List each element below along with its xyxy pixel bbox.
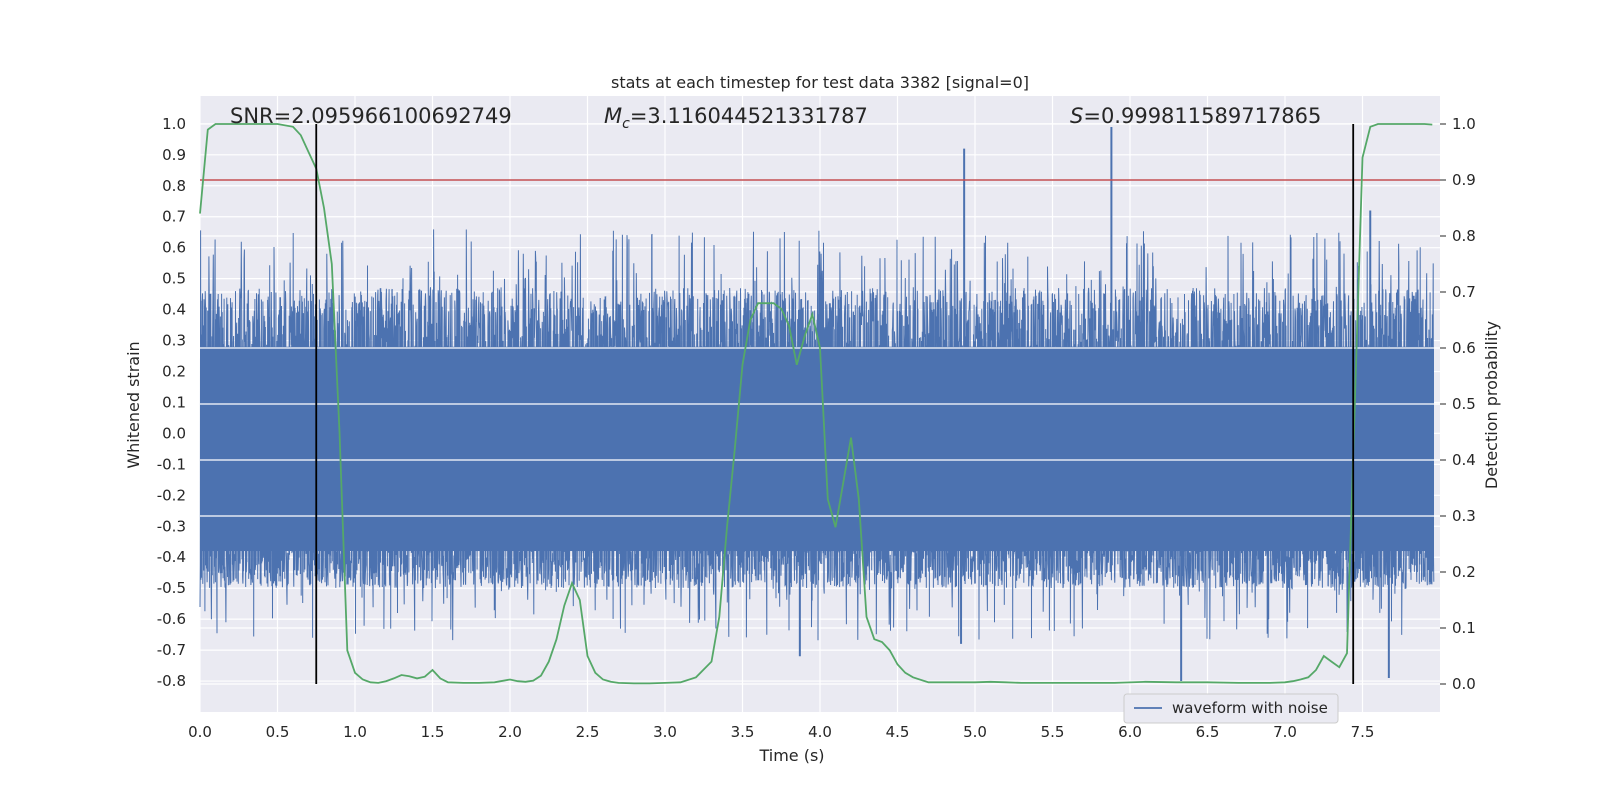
y-axis-label: Whitened strain (124, 341, 143, 468)
legend: waveform with noise (1123, 693, 1339, 724)
chirp-mass-subscript: c (622, 116, 630, 132)
y-tick-label: 0.7 (162, 208, 186, 226)
chirp-mass-annotation: Mc=3.116044521331787 (604, 104, 868, 132)
x-tick-label: 0.5 (266, 723, 290, 741)
x-tick-label: 2.5 (576, 723, 600, 741)
y2-tick-label: 0.6 (1452, 339, 1476, 357)
y-tick-label: -0.5 (157, 579, 186, 597)
x-tick-label: 3.5 (731, 723, 755, 741)
y2-tick-label: 0.3 (1452, 507, 1476, 525)
legend-box (1123, 693, 1339, 724)
x-tick-label: 5.0 (963, 723, 987, 741)
y-tick-label: -0.2 (157, 486, 186, 504)
y2-tick-label: 0.5 (1452, 395, 1476, 413)
s-annotation: S=0.999811589717865 (1070, 104, 1321, 128)
legend-label: waveform with noise (1172, 699, 1328, 717)
x-tick-label: 2.0 (498, 723, 522, 741)
y-tick-label: 0.3 (162, 332, 186, 350)
x-tick-label: 1.5 (421, 723, 445, 741)
snr-annotation: SNR=2.095966100692749 (230, 104, 512, 128)
y2-tick-label: 0.7 (1452, 283, 1476, 301)
y-tick-label: 0.4 (162, 301, 186, 319)
chirp-mass-value: =3.116044521331787 (630, 104, 868, 128)
y-tick-label: 0.0 (162, 424, 186, 442)
s-symbol: S (1070, 104, 1083, 128)
y2-tick-label: 1.0 (1452, 115, 1476, 133)
chart-title: stats at each timestep for test data 338… (611, 73, 1029, 92)
x-tick-label: 6.0 (1118, 723, 1142, 741)
y-tick-label: 0.1 (162, 393, 186, 411)
x-tick-label: 4.0 (808, 723, 832, 741)
y-tick-label: 0.8 (162, 177, 186, 195)
x-tick-label: 7.0 (1273, 723, 1297, 741)
y-tick-label: -0.1 (157, 455, 186, 473)
detection-probability-line (199, 123, 1433, 685)
x-tick-label: 4.5 (886, 723, 910, 741)
x-tick-label: 7.5 (1351, 723, 1375, 741)
y-tick-label: 0.5 (162, 270, 186, 288)
x-tick-label: 6.5 (1196, 723, 1220, 741)
x-tick-label: 5.5 (1041, 723, 1065, 741)
y2-axis-label: Detection probability (1482, 321, 1501, 489)
y2-tick-label: 0.2 (1452, 563, 1476, 581)
x-tick-label: 1.0 (343, 723, 367, 741)
y-tick-label: -0.4 (157, 548, 186, 566)
y-tick-label: 0.2 (162, 362, 186, 380)
y2-tick-label: 0.8 (1452, 227, 1476, 245)
x-tick-label: 3.0 (653, 723, 677, 741)
y2-tick-label: 0.1 (1452, 619, 1476, 637)
y-tick-label: -0.7 (157, 641, 186, 659)
s-value: =0.999811589717865 (1083, 104, 1321, 128)
waveform-band (200, 346, 1434, 552)
y2-tick-label: 0.9 (1452, 171, 1476, 189)
y-tick-label: 0.9 (162, 146, 186, 164)
y-tick-label: -0.6 (157, 610, 186, 628)
plot-content (199, 123, 1440, 685)
y-tick-label: -0.3 (157, 517, 186, 535)
y-tick-label: -0.8 (157, 672, 186, 690)
x-tick-label: 0.0 (188, 723, 212, 741)
y2-tick-label: 0.0 (1452, 675, 1476, 693)
y-tick-label: 0.6 (162, 239, 186, 257)
y-tick-label: 1.0 (162, 115, 186, 133)
y2-tick-label: 0.4 (1452, 451, 1476, 469)
axes: 0.0 0.5 1.0 1.5 2.0 2.5 3.0 3.5 4.0 4.5 5.0 5.5 6.0 6… (157, 115, 1476, 741)
x-axis-label: Time (s) (758, 746, 824, 765)
chirp-mass-symbol: M (604, 104, 622, 128)
